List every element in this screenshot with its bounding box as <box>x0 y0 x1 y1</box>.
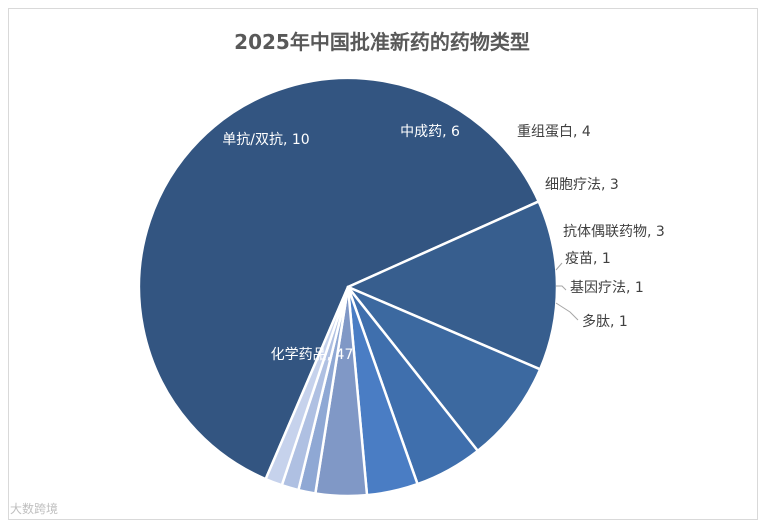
chart-title: 2025年中国批准新药的药物类型 <box>234 30 530 54</box>
data-label-5: 细胞疗法, 3 <box>545 177 619 193</box>
data-label-1: 化学药品, 47 <box>271 347 354 363</box>
leader-line-8 <box>556 285 567 291</box>
data-label-2: 单抗/双抗, 10 <box>222 132 309 148</box>
pie-slice-9 <box>264 285 350 487</box>
leader-line-9 <box>555 302 579 321</box>
data-label-6: 抗体偶联药物, 3 <box>563 224 665 240</box>
watermark: 大数跨境 <box>10 502 59 516</box>
data-label-9: 多肽, 1 <box>582 313 628 330</box>
data-label-4: 重组蛋白, 4 <box>517 124 591 140</box>
data-label-8: 基因疗法, 1 <box>570 279 644 296</box>
leader-line-7 <box>555 262 563 271</box>
data-label-7: 疫苗, 1 <box>565 251 611 267</box>
pie-slice-3 <box>346 285 542 453</box>
data-label-3: 中成药, 6 <box>400 124 460 140</box>
pie-slice-1 <box>137 76 540 481</box>
pie-slice-2 <box>346 200 559 371</box>
